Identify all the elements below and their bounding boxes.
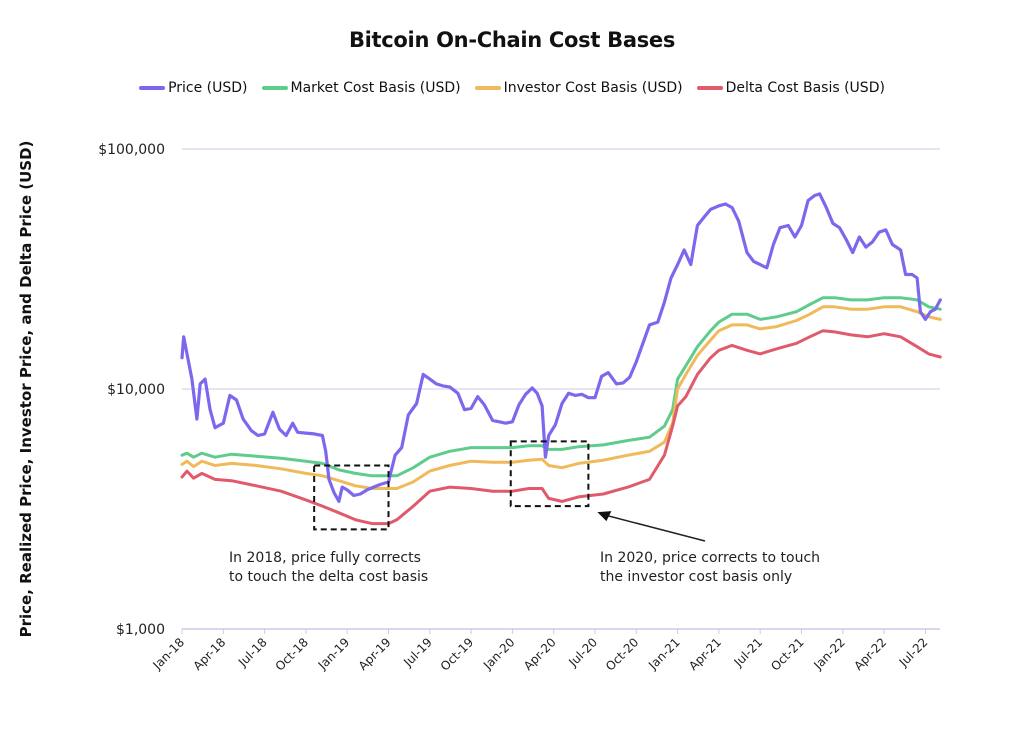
x-tick-label: Jul-21 <box>731 635 766 670</box>
x-tick-label: Jul-19 <box>400 635 435 670</box>
x-axis: Jan-18 Apr-18 Jul-18 Oct-18 Jan-19 Apr-19 Jul-… <box>150 628 940 674</box>
x-tick-label: Jan-22 <box>810 635 848 673</box>
x-tick-label: Apr-18 <box>191 635 229 673</box>
annotation-boxes <box>313 440 706 542</box>
x-tick-label: Oct-18 <box>273 635 311 673</box>
series-line-delta-cost-basis-usd <box>180 329 942 526</box>
x-tick-label: Jul-18 <box>235 635 270 670</box>
legend-label-price: Price (USD) <box>168 80 248 96</box>
annotation-2020-line-1: In 2020, price corrects to touch <box>600 550 821 566</box>
x-tick-label: Apr-22 <box>851 635 889 673</box>
annotation-box <box>509 440 590 508</box>
annotation-2020-line-2: the investor cost basis only <box>600 569 793 585</box>
x-tick-label: Oct-21 <box>768 635 806 673</box>
series-line-price-usd <box>180 192 942 503</box>
x-tick-label: Jan-20 <box>480 635 518 673</box>
y-tick-label: $100,000 <box>98 142 165 158</box>
y-tick-label: $10,000 <box>107 382 165 398</box>
legend-swatch-market-cost-basis <box>261 86 288 90</box>
annotation-2018-line-2: to touch the delta cost basis <box>229 569 429 585</box>
series-line-investor-cost-basis-usd <box>180 305 942 490</box>
x-tick-label: Apr-21 <box>686 635 724 673</box>
series-lines <box>180 192 942 526</box>
annotation-box <box>313 464 390 531</box>
x-tick-label: Apr-19 <box>356 635 394 673</box>
x-tick-label: Jan-18 <box>150 635 188 673</box>
x-tick-label: Jan-19 <box>315 635 353 673</box>
annotation-arrow-line <box>605 514 706 542</box>
y-axis-ticks: $100,000 $10,000 $1,000 <box>98 142 165 638</box>
x-tick-label: Jul-22 <box>896 635 931 670</box>
x-tick-label: Jul-20 <box>565 635 600 670</box>
legend-swatch-investor-cost-basis <box>474 86 501 90</box>
legend-swatch-price <box>139 86 166 90</box>
chart-title: Bitcoin On-Chain Cost Bases <box>348 28 676 52</box>
x-tick-label: Oct-20 <box>603 635 641 673</box>
legend-item-delta-cost-basis: Delta Cost Basis (USD) <box>696 80 885 96</box>
legend-item-price: Price (USD) <box>139 80 248 96</box>
annotation-arrow-head <box>597 511 612 522</box>
legend-label-delta-cost-basis: Delta Cost Basis (USD) <box>725 80 885 96</box>
x-tick-label: Apr-20 <box>521 635 559 673</box>
x-tick-label: Oct-19 <box>438 635 476 673</box>
annotation-2018-line-1: In 2018, price fully corrects <box>229 550 421 566</box>
annotation-2018: In 2018, price fully corrects to touch t… <box>229 549 428 587</box>
chart-legend: Price (USD) Market Cost Basis (USD) Inve… <box>0 80 1024 96</box>
legend-swatch-delta-cost-basis <box>696 86 723 90</box>
legend-item-investor-cost-basis: Investor Cost Basis (USD) <box>474 80 683 96</box>
annotation-2020: In 2020, price corrects to touch the inv… <box>600 549 820 587</box>
legend-item-market-cost-basis: Market Cost Basis (USD) <box>261 80 461 96</box>
legend-label-investor-cost-basis: Investor Cost Basis (USD) <box>503 80 683 96</box>
x-tick-label: Jan-21 <box>645 635 683 673</box>
series-line-market-cost-basis-usd <box>180 296 942 478</box>
legend-label-market-cost-basis: Market Cost Basis (USD) <box>290 80 461 96</box>
y-tick-label: $1,000 <box>116 622 165 638</box>
